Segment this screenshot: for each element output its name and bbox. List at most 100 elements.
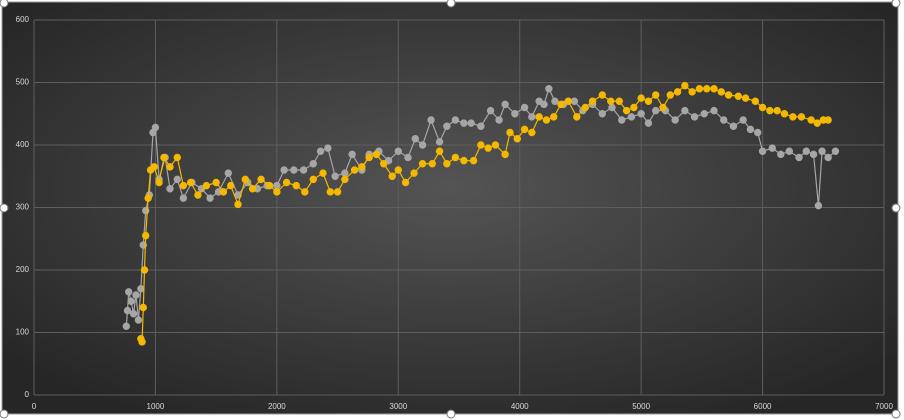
data-point — [710, 85, 718, 93]
data-point — [173, 153, 181, 162]
data-point — [150, 163, 158, 171]
data-point — [134, 316, 143, 324]
data-point — [671, 116, 679, 124]
data-point — [807, 116, 815, 124]
resize-handle[interactable] — [891, 0, 901, 8]
resize-handle[interactable] — [0, 0, 9, 8]
data-point — [758, 147, 767, 155]
data-point — [627, 113, 636, 121]
data-point — [608, 103, 616, 112]
data-point — [495, 116, 503, 124]
data-point — [564, 97, 572, 105]
data-point — [227, 181, 235, 190]
data-point — [528, 113, 536, 121]
data-point — [365, 153, 373, 162]
data-point — [501, 150, 509, 159]
data-point — [273, 181, 281, 190]
resize-handle[interactable] — [0, 203, 9, 213]
data-point — [734, 92, 742, 100]
data-point — [460, 119, 468, 127]
data-point — [326, 188, 334, 196]
data-point — [477, 141, 485, 149]
data-point — [404, 153, 412, 162]
data-point — [681, 106, 689, 115]
data-point — [127, 297, 135, 305]
data-point — [652, 106, 660, 115]
data-point — [724, 91, 733, 99]
series — [137, 81, 832, 346]
data-point — [484, 144, 492, 152]
data-point — [301, 188, 309, 196]
resize-handle[interactable] — [891, 409, 901, 419]
data-point — [831, 147, 840, 155]
data-point — [186, 178, 195, 187]
data-point — [729, 122, 738, 130]
data-point — [411, 135, 419, 143]
data-point — [818, 147, 826, 155]
data-point — [717, 88, 725, 96]
data-point — [292, 181, 300, 190]
data-point — [316, 147, 325, 155]
x-tick-label: 6000 — [754, 402, 772, 411]
data-point — [341, 169, 349, 177]
y-tick-label: 400 — [16, 140, 30, 149]
data-point — [758, 103, 767, 112]
data-point — [486, 106, 495, 115]
resize-handle[interactable] — [891, 203, 901, 213]
data-point — [428, 160, 436, 168]
data-point — [824, 116, 832, 124]
data-point — [348, 150, 356, 159]
data-point — [202, 181, 211, 190]
data-point — [394, 166, 402, 174]
data-point — [350, 166, 359, 174]
data-point — [710, 106, 718, 115]
data-point — [139, 303, 147, 312]
data-point — [212, 178, 220, 187]
data-point — [795, 153, 803, 162]
data-point — [401, 178, 410, 187]
data-point — [234, 200, 242, 209]
data-point — [427, 116, 435, 124]
data-point — [206, 194, 214, 202]
x-tick-label: 2000 — [268, 402, 286, 411]
data-point — [695, 85, 704, 93]
x-tick-label: 4000 — [511, 402, 529, 411]
data-point — [388, 172, 396, 180]
data-point — [435, 138, 444, 146]
resize-handle[interactable] — [446, 0, 456, 8]
data-point — [777, 150, 785, 159]
data-point — [690, 113, 699, 121]
data-point — [545, 85, 553, 93]
data-point — [551, 97, 559, 105]
data-point — [659, 103, 667, 112]
data-point — [607, 97, 615, 105]
data-point — [581, 103, 589, 112]
resize-handle[interactable] — [446, 409, 456, 419]
data-point — [179, 181, 188, 190]
data-point — [129, 310, 138, 318]
data-point — [341, 175, 349, 184]
data-point — [469, 156, 478, 165]
data-point — [224, 169, 232, 177]
x-tick-label: 0 — [32, 402, 37, 411]
y-tick-label: 0 — [25, 390, 30, 399]
data-point — [144, 194, 152, 202]
data-point — [309, 160, 317, 168]
data-point — [573, 113, 581, 121]
data-point — [194, 191, 202, 199]
data-point — [511, 110, 519, 118]
data-point — [644, 119, 653, 127]
data-point — [528, 128, 536, 137]
data-point — [132, 291, 140, 299]
resize-handle[interactable] — [0, 409, 9, 419]
data-point — [280, 166, 288, 174]
data-point — [333, 188, 342, 196]
data-point — [418, 141, 427, 149]
data-point — [324, 144, 332, 152]
data-point — [443, 122, 451, 130]
data-point — [122, 322, 130, 330]
data-point — [506, 128, 514, 137]
data-point — [451, 116, 460, 124]
